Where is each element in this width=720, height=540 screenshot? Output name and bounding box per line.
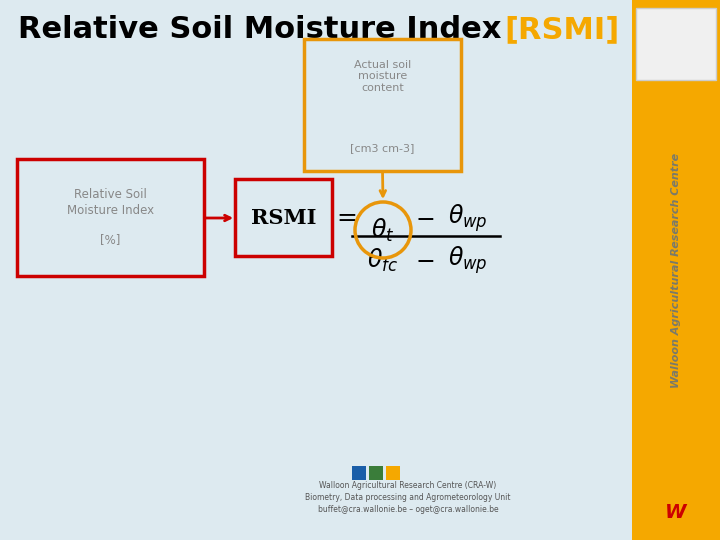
- Text: Walloon Agricultural Research Centre (CRA-W): Walloon Agricultural Research Centre (CR…: [320, 481, 497, 489]
- Bar: [636, 8, 716, 80]
- Text: $\mathit{\theta}_t$: $\mathit{\theta}_t$: [372, 217, 395, 244]
- Text: $\mathit{\theta}_{fc}$: $\mathit{\theta}_{fc}$: [367, 246, 399, 274]
- Text: [cm3 cm-3]: [cm3 cm-3]: [351, 143, 415, 153]
- Text: W: W: [665, 503, 687, 522]
- Text: =: =: [336, 206, 357, 230]
- Text: RSMI: RSMI: [251, 207, 316, 227]
- Bar: [352, 466, 366, 480]
- Text: Actual soil
moisture
content: Actual soil moisture content: [354, 60, 411, 93]
- Text: $-$: $-$: [415, 248, 435, 272]
- Text: [RSMI]: [RSMI]: [504, 16, 619, 44]
- Text: $\mathit{\theta}_{wp}$: $\mathit{\theta}_{wp}$: [448, 244, 488, 276]
- FancyBboxPatch shape: [17, 159, 204, 276]
- Bar: [386, 466, 400, 480]
- Bar: [369, 466, 383, 480]
- Text: Biometry, Data processing and Agrometeorology Unit: Biometry, Data processing and Agrometeor…: [305, 492, 510, 502]
- Text: Relative Soil Moisture Index: Relative Soil Moisture Index: [18, 16, 512, 44]
- Text: buffet@cra.wallonie.be – oget@cra.wallonie.be: buffet@cra.wallonie.be – oget@cra.wallon…: [318, 504, 498, 514]
- Text: $-$: $-$: [415, 206, 435, 230]
- Bar: [632, 0, 720, 540]
- FancyBboxPatch shape: [235, 179, 332, 256]
- FancyBboxPatch shape: [304, 39, 461, 171]
- Text: $\mathit{\theta}_{wp}$: $\mathit{\theta}_{wp}$: [448, 202, 488, 234]
- Text: Relative Soil
Moisture Index

[%]: Relative Soil Moisture Index [%]: [67, 188, 154, 246]
- Text: Walloon Agricultural Research Centre: Walloon Agricultural Research Centre: [671, 152, 681, 388]
